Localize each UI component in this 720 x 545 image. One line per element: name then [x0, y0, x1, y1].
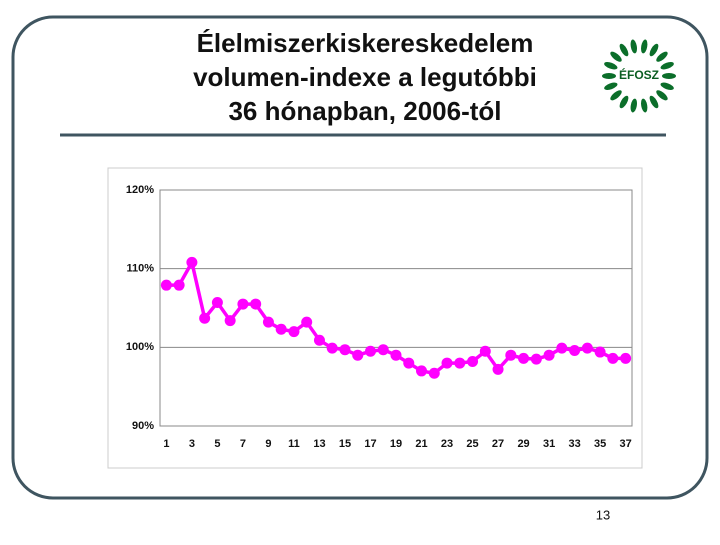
data-point — [416, 365, 428, 377]
data-point — [441, 357, 453, 369]
logo-text: ÉFOSZ — [619, 67, 659, 82]
title-line: Élelmiszerkiskereskedelem — [197, 28, 534, 58]
slide-frame — [11, 15, 709, 500]
x-tick-label: 13 — [313, 438, 325, 450]
x-tick-label: 27 — [492, 438, 504, 450]
logo-leaf — [602, 73, 616, 79]
data-point — [620, 352, 632, 364]
data-point — [467, 355, 479, 367]
logo-leaf — [604, 62, 618, 70]
data-point — [339, 344, 351, 356]
logo-leaf — [641, 39, 648, 54]
data-point — [556, 342, 568, 354]
logo-leaf — [610, 51, 622, 62]
data-point — [454, 357, 466, 369]
y-tick-label: 120% — [126, 184, 154, 196]
logo-leaf — [649, 43, 659, 57]
x-tick-label: 5 — [214, 438, 220, 450]
data-point — [479, 345, 491, 357]
logo-leaf — [619, 43, 629, 57]
data-point — [518, 352, 530, 364]
logo-leaf — [610, 90, 622, 101]
data-point — [607, 352, 619, 364]
data-point — [160, 279, 172, 291]
data-point — [326, 342, 338, 354]
x-tick-label: 7 — [240, 438, 246, 450]
x-tick-label: 17 — [364, 438, 376, 450]
data-point — [262, 316, 274, 328]
data-point — [364, 345, 376, 357]
logo-leaf — [630, 39, 637, 54]
data-point — [594, 346, 606, 358]
data-point — [505, 349, 517, 361]
data-point — [237, 298, 249, 310]
page-number: 13 — [596, 507, 610, 522]
data-point — [569, 344, 581, 356]
x-tick-label: 35 — [594, 438, 606, 450]
data-point — [390, 349, 402, 361]
data-point — [352, 349, 364, 361]
logo-leaf — [656, 90, 668, 101]
plot-area — [159, 189, 633, 427]
data-point — [581, 342, 593, 354]
logo-leaf — [662, 73, 676, 79]
logo-leaf — [656, 51, 668, 62]
x-tick-label: 33 — [568, 438, 580, 450]
x-tick-label: 25 — [466, 438, 478, 450]
x-tick-label: 31 — [543, 438, 555, 450]
data-point — [313, 334, 325, 346]
logo-leaf — [649, 95, 659, 109]
logo-leaf — [641, 98, 648, 113]
x-tick-label: 29 — [517, 438, 529, 450]
data-point — [173, 279, 185, 291]
y-tick-label: 110% — [126, 263, 154, 275]
logo-leaf — [660, 82, 674, 90]
data-point — [275, 323, 287, 335]
data-point — [301, 316, 313, 328]
title-line: volumen-indexe a legutóbbi — [193, 62, 537, 92]
data-point — [288, 326, 300, 338]
data-point — [428, 367, 440, 379]
data-point — [224, 315, 236, 327]
logo-leaf — [604, 82, 618, 90]
x-tick-label: 21 — [415, 438, 427, 450]
data-point — [403, 357, 415, 369]
title-line: 36 hónapban, 2006-tól — [228, 96, 501, 126]
data-point — [199, 312, 211, 324]
logo-leaf — [660, 62, 674, 70]
data-point — [377, 344, 389, 356]
data-point — [250, 298, 262, 310]
data-point — [186, 256, 198, 268]
data-point — [492, 363, 504, 375]
x-tick-label: 1 — [163, 438, 169, 450]
x-tick-label: 3 — [189, 438, 195, 450]
x-tick-label: 15 — [339, 438, 351, 450]
x-tick-label: 23 — [441, 438, 453, 450]
data-point — [211, 296, 223, 308]
y-tick-label: 90% — [132, 420, 154, 432]
logo-leaf — [630, 98, 637, 113]
x-tick-label: 11 — [288, 438, 300, 450]
logo-leaf — [619, 95, 629, 109]
logo: ÉFOSZ — [602, 39, 676, 113]
x-tick-label: 37 — [619, 438, 631, 450]
y-tick-label: 100% — [126, 341, 154, 353]
x-tick-label: 19 — [390, 438, 402, 450]
data-point — [530, 353, 542, 365]
x-tick-label: 9 — [265, 438, 271, 450]
data-point — [543, 349, 555, 361]
